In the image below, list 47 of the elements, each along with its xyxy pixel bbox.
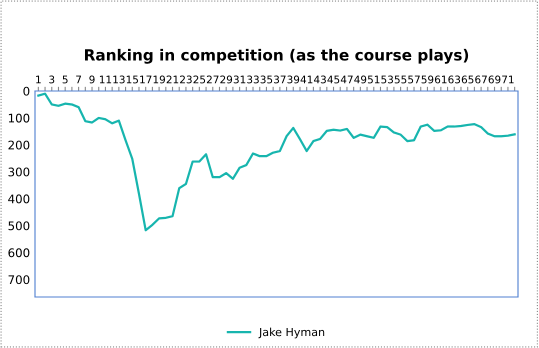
x-tick-label: 69 bbox=[488, 76, 500, 84]
x-tick-label: 25 bbox=[193, 76, 206, 84]
x-tick-label: 45 bbox=[327, 76, 340, 84]
line-series bbox=[37, 92, 516, 232]
y-tick-label: 700 bbox=[8, 275, 30, 284]
x-tick-label: 39 bbox=[287, 76, 300, 84]
x-tick-label: 71 bbox=[502, 76, 514, 84]
x-tick-label: 19 bbox=[154, 76, 165, 84]
y-tick-label: 300 bbox=[8, 168, 30, 176]
x-tick-label: 59 bbox=[422, 76, 434, 84]
y-tick-label: 0 bbox=[23, 86, 30, 96]
chart-title: Ranking in competition (as the course plays) bbox=[85, 48, 468, 64]
x-tick-label: 13 bbox=[113, 76, 125, 84]
y-tick-label: 600 bbox=[8, 248, 30, 258]
x-tick-label: 27 bbox=[206, 76, 219, 84]
x-tick-label: 57 bbox=[408, 76, 420, 84]
x-tick-label: 67 bbox=[475, 76, 487, 84]
legend-label: Jake Hyman bbox=[258, 328, 324, 338]
x-tick-label: 65 bbox=[462, 76, 474, 84]
x-tick-label: 41 bbox=[300, 76, 312, 84]
x-tick-label: 63 bbox=[448, 76, 460, 84]
x-tick-label: 7 bbox=[76, 76, 82, 84]
x-tick-label: 11 bbox=[100, 76, 112, 84]
x-tick-label: 43 bbox=[314, 76, 326, 84]
x-tick-label: 29 bbox=[220, 76, 232, 84]
x-tick-label: 31 bbox=[234, 76, 246, 84]
x-tick-label: 23 bbox=[180, 76, 192, 84]
y-tick-label: 100 bbox=[8, 114, 30, 123]
x-tick-label: 49 bbox=[354, 76, 366, 84]
x-tick-label: 3 bbox=[49, 76, 54, 84]
x-tick-label: 33 bbox=[247, 76, 259, 84]
x-tick-label: 53 bbox=[381, 76, 393, 84]
x-tick-label: 35 bbox=[260, 76, 272, 84]
x-tick-label: 9 bbox=[89, 76, 95, 84]
y-tick-label: 500 bbox=[8, 221, 30, 230]
x-tick-label: 21 bbox=[166, 76, 178, 84]
x-tick-label: 51 bbox=[368, 76, 380, 84]
x-tick-label: 17 bbox=[140, 76, 152, 84]
x-tick-label: 15 bbox=[126, 76, 138, 84]
x-tick-label: 1 bbox=[36, 76, 41, 84]
x-tick-label: 5 bbox=[62, 76, 68, 84]
y-tick-label: 400 bbox=[8, 194, 30, 204]
x-tick-label: 47 bbox=[340, 76, 353, 84]
x-tick-label: 61 bbox=[434, 76, 447, 84]
y-tick-label: 200 bbox=[8, 140, 30, 150]
x-tick-label: 37 bbox=[274, 76, 286, 84]
x-tick-label: 55 bbox=[394, 76, 406, 84]
